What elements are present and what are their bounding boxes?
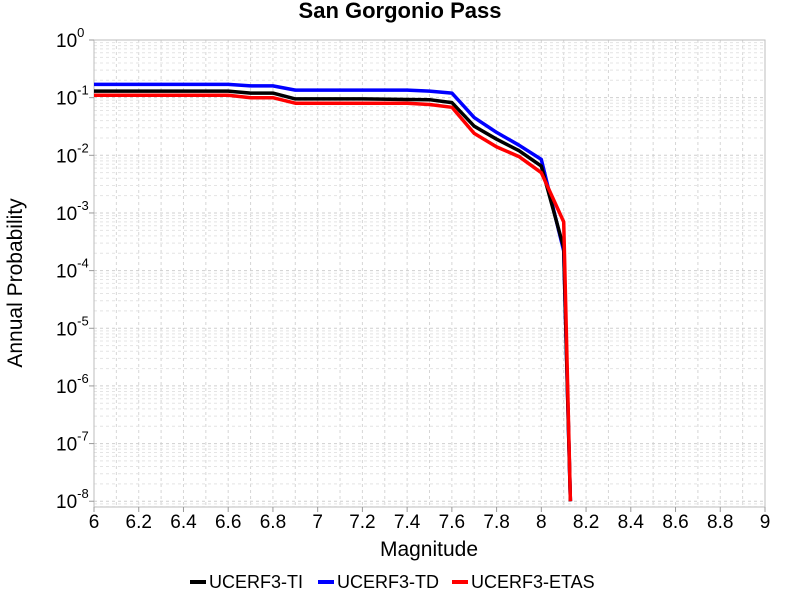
x-tick-label: 8.2 (573, 512, 599, 533)
x-axis-label: Magnitude (380, 538, 478, 561)
y-tick-exponent: -2 (77, 140, 89, 155)
y-tick-base: 10 (56, 262, 77, 283)
x-tick-label: 7.6 (439, 512, 465, 533)
y-tick-label: 100 (56, 25, 84, 52)
x-tick-label: 6 (89, 512, 100, 533)
x-tick-label: 6.2 (126, 512, 152, 533)
y-tick-base: 10 (56, 319, 77, 340)
grid (93, 39, 766, 508)
y-tick-label: 10-4 (56, 256, 89, 283)
y-tick-label: 10-8 (56, 486, 89, 513)
x-tick-label: 8.6 (662, 512, 688, 533)
legend-label: UCERF3-TI (209, 572, 303, 592)
legend: UCERF3-TI UCERF3-TD UCERF3-ETAS (190, 572, 595, 592)
y-tick-base: 10 (56, 89, 77, 110)
legend-label: UCERF3-TD (337, 572, 439, 592)
y-tick-exponent: -6 (77, 371, 89, 386)
y-tick-base: 10 (56, 146, 77, 167)
x-tick-label: 7.4 (394, 512, 421, 533)
y-tick-label: 10-3 (56, 198, 89, 225)
x-tick-label: 7.2 (349, 512, 375, 533)
plot-area (93, 39, 766, 508)
y-tick-base: 10 (56, 492, 77, 513)
y-tick-base: 10 (56, 204, 77, 225)
x-tick-label: 8.4 (618, 512, 645, 533)
x-tick-label: 9 (760, 512, 771, 533)
y-tick-base: 10 (56, 377, 77, 398)
y-tick-label: 10-5 (56, 313, 89, 340)
y-tick-exponent: -5 (77, 313, 89, 328)
x-axis-ticks: 6 6.2 6.4 6.6 6.8 7 7.2 7.4 7.6 7.8 8 8.2 8.4 8.6 8.8 9 (89, 507, 771, 533)
x-tick-label: 8.8 (707, 512, 733, 533)
x-tick-label: 6.4 (170, 512, 197, 533)
y-tick-label: 10-1 (56, 83, 89, 110)
y-tick-base: 10 (56, 435, 77, 456)
series-line-ucerf3-etas (94, 93, 573, 502)
series-lines (94, 82, 573, 502)
x-tick-label: 8 (536, 512, 547, 533)
y-tick-exponent: -7 (77, 429, 89, 444)
y-tick-exponent: -8 (77, 486, 89, 501)
x-tick-label: 6.6 (215, 512, 241, 533)
y-tick-label: 10-6 (56, 371, 89, 398)
y-tick-base: 10 (56, 31, 77, 52)
legend-label: UCERF3-ETAS (471, 572, 595, 592)
y-tick-exponent: -3 (77, 198, 89, 213)
y-tick-label: 10-7 (56, 429, 89, 456)
x-tick-label: 7.8 (483, 512, 509, 533)
x-tick-label: 7 (312, 512, 323, 533)
series-line-ucerf3-td (94, 82, 573, 502)
y-tick-label: 10-2 (56, 140, 89, 167)
y-tick-exponent: -1 (77, 83, 89, 98)
y-axis-label: Annual Probability (4, 198, 27, 368)
series-line-ucerf3-ti (94, 89, 573, 502)
y-tick-exponent: -4 (77, 256, 89, 271)
y-tick-exponent: 0 (77, 25, 84, 40)
x-tick-label: 6.8 (260, 512, 286, 533)
chart-title: San Gorgonio Pass (299, 0, 502, 23)
